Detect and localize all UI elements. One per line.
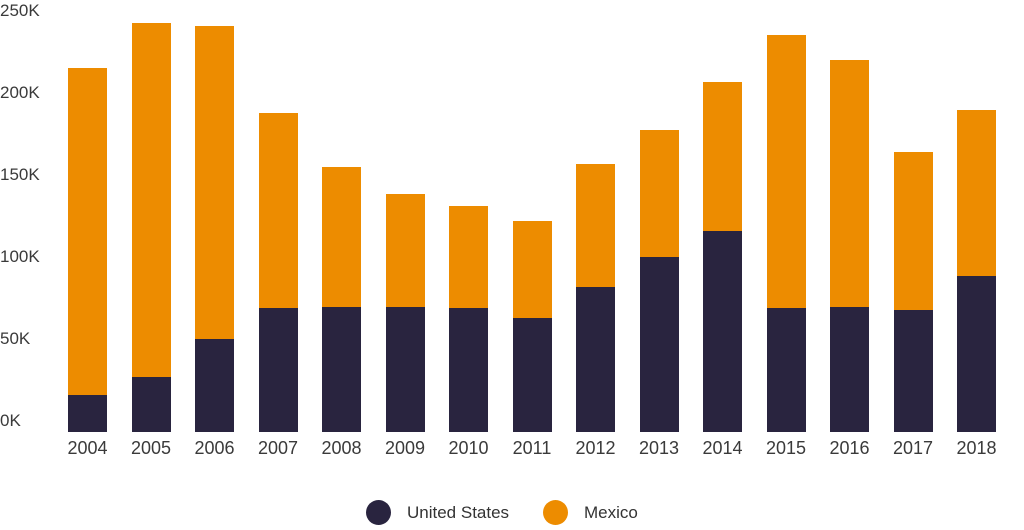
- bar-segment-united-states-2010[interactable]: [449, 308, 488, 432]
- bar-segment-united-states-2013[interactable]: [639, 257, 679, 432]
- bar-segment-mexico-2004[interactable]: [68, 67, 107, 395]
- bar-segment-mexico-2009[interactable]: [385, 194, 425, 308]
- y-tick-label: 150K: [0, 165, 40, 184]
- bar-segment-united-states-2012[interactable]: [576, 287, 615, 432]
- stacked-bar-chart: 0K 50K 100K 150K 200K 250K 2004 2005 2006 2007 20…: [0, 1, 997, 525]
- bar-segment-united-states-2014[interactable]: [703, 230, 742, 432]
- bar-segment-united-states-2011[interactable]: [512, 318, 552, 432]
- bar-segment-mexico-2011[interactable]: [512, 220, 552, 318]
- bar-segment-mexico-2017[interactable]: [893, 152, 933, 310]
- bar-segment-united-states-2004[interactable]: [68, 394, 107, 432]
- bar-segment-united-states-2018[interactable]: [957, 276, 996, 432]
- legend-swatch-icon: [366, 500, 391, 525]
- x-tick-label: 2009: [384, 438, 426, 458]
- y-tick-label: 250K: [0, 1, 40, 20]
- legend-swatch-icon: [543, 500, 568, 525]
- legend-item-united-states[interactable]: United States: [366, 500, 509, 525]
- bar-segment-mexico-2013[interactable]: [639, 129, 679, 257]
- x-tick-label: 2010: [448, 438, 489, 458]
- x-tick-label: 2016: [829, 438, 870, 458]
- bar-segment-mexico-2010[interactable]: [449, 206, 488, 308]
- bar-segment-mexico-2007[interactable]: [258, 113, 298, 308]
- bar-segment-united-states-2007[interactable]: [258, 308, 298, 432]
- bar-segment-united-states-2005[interactable]: [131, 377, 171, 432]
- x-tick-label: 2015: [765, 438, 807, 458]
- x-tick-label: 2018: [956, 438, 997, 458]
- x-tick-label: 2013: [638, 438, 680, 458]
- x-tick-label: 2017: [892, 438, 934, 458]
- bar-segment-united-states-2016[interactable]: [830, 307, 869, 432]
- bar-segment-mexico-2014[interactable]: [703, 82, 742, 231]
- y-tick-label: 50K: [0, 329, 31, 348]
- y-tick-label: 0K: [0, 411, 21, 430]
- bar-segment-united-states-2017[interactable]: [893, 309, 933, 432]
- x-tick-label: 2008: [321, 438, 362, 458]
- x-tick-label: 2005: [130, 438, 172, 458]
- bar-segment-mexico-2015[interactable]: [766, 34, 806, 308]
- bar-segment-united-states-2015[interactable]: [766, 308, 806, 432]
- legend-label: United States: [407, 502, 510, 522]
- x-tick-label: 2004: [67, 438, 108, 458]
- bar-segment-united-states-2006[interactable]: [195, 339, 234, 432]
- bar-segment-mexico-2018[interactable]: [957, 109, 996, 277]
- x-tick-label: 2014: [702, 438, 743, 458]
- bar-segment-united-states-2009[interactable]: [385, 307, 425, 432]
- legend-label: Mexico: [584, 502, 638, 522]
- legend-item-mexico[interactable]: Mexico: [543, 500, 638, 525]
- bar-segment-mexico-2006[interactable]: [195, 25, 234, 339]
- bar-segment-mexico-2008[interactable]: [322, 166, 361, 308]
- x-tick-label: 2006: [194, 438, 235, 458]
- bar-segment-mexico-2016[interactable]: [830, 60, 869, 308]
- x-tick-label: 2012: [575, 438, 616, 458]
- bar-segment-mexico-2012[interactable]: [576, 164, 615, 288]
- bar-segment-mexico-2005[interactable]: [131, 22, 171, 378]
- x-tick-label: 2007: [257, 438, 299, 458]
- legend: United States Mexico: [0, 500, 1024, 530]
- x-tick-label: 2011: [512, 438, 552, 458]
- bar-segment-united-states-2008[interactable]: [322, 307, 361, 432]
- y-tick-label: 100K: [0, 247, 40, 266]
- y-tick-label: 200K: [0, 83, 40, 102]
